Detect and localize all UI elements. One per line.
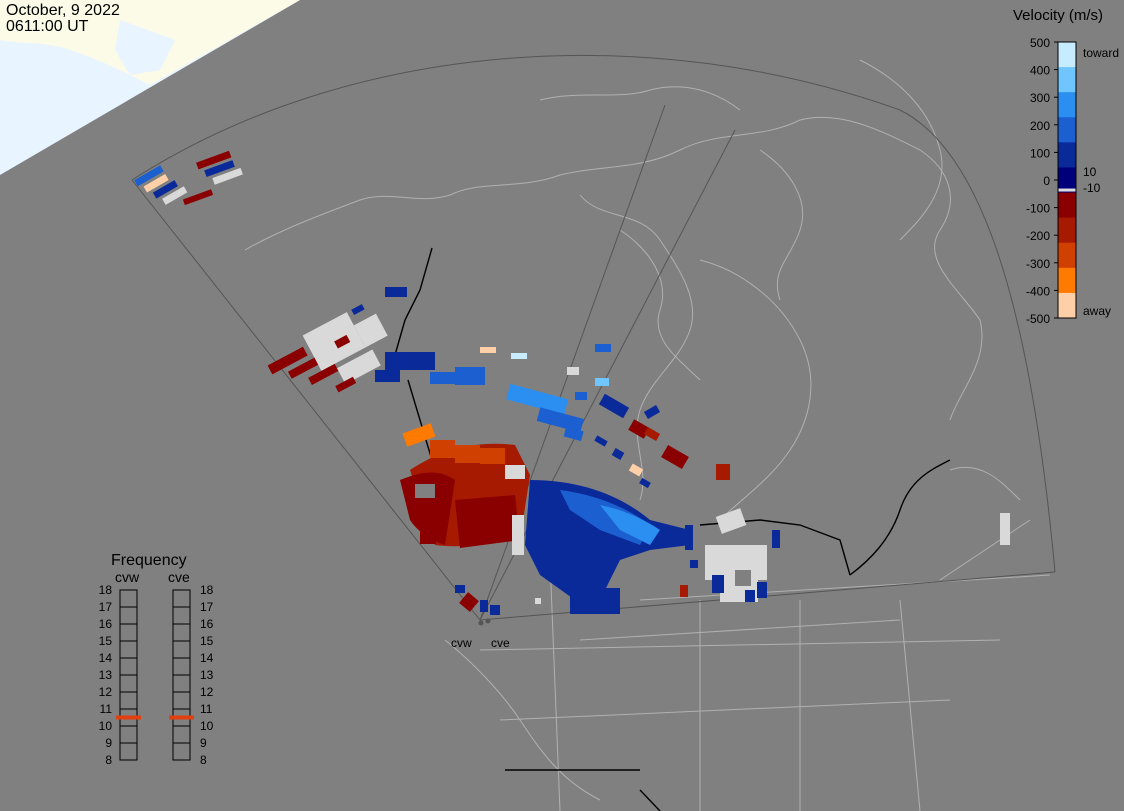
frequency-level-right: 13 [200,668,214,682]
radar-label-cve: cve [491,636,510,650]
blue-toward-region [525,480,693,614]
frequency-level-right: 11 [200,702,213,716]
velocity-colorbar: Velocity (m/s) 500 400 300 200 100 0 -100 -200 -… [1013,7,1119,326]
colorbar-tick-label: 200 [1030,119,1050,133]
colorbar-swatch [1058,242,1076,269]
frequency-level-right: 15 [200,634,214,648]
colorbar-label-away: away [1083,304,1111,318]
colorbar-swatch [1058,292,1076,319]
daylight-region [0,0,300,175]
colorbar-tick-label: -200 [1026,229,1050,243]
map-date: October, 9 2022 [6,2,120,19]
frequency-level-right: 16 [200,617,214,631]
frequency-level-left: 18 [99,583,113,597]
red-away-region [400,423,530,555]
frequency-level-left: 8 [105,753,112,767]
frequency-title: Frequency [111,552,187,569]
frequency-level-left: 9 [105,736,112,750]
radar-site-cvw [478,620,484,626]
colorbar-swatch [1058,92,1076,118]
frequency-level-left: 16 [99,617,113,631]
colorbar-tick-label: -300 [1026,257,1050,271]
colorbar-tick-label: 400 [1030,64,1050,78]
colorbar-tick-label: 0 [1043,174,1050,188]
frequency-panel: Frequency cvw cve 18 18 17 17 16 16 15 15 14 14 13… [99,552,214,767]
frequency-level-right: 14 [200,651,214,665]
frequency-level-right: 9 [200,736,207,750]
colorbar-tick-label: 300 [1030,91,1050,105]
velocity-scatter [134,150,1010,615]
colorbar-swatch [1058,142,1076,168]
map-time: 0611:00 UT [6,18,89,35]
colorbar-tick-label: -500 [1026,312,1050,326]
frequency-level-left: 13 [99,668,113,682]
colorbar-swatch [1058,167,1076,194]
colorbar-swatch [1058,42,1076,68]
radar-site-cve [485,618,491,624]
frequency-col-cvw: cvw [115,569,140,585]
colorbar-tick-label: -400 [1026,284,1050,298]
frequency-marker-cve [169,715,194,720]
colorbar-label-neg: -10 [1083,181,1101,195]
colorbar-title: Velocity (m/s) [1013,7,1103,24]
frequency-level-right: 12 [200,685,214,699]
frequency-level-left: 17 [99,600,113,614]
frequency-level-right: 10 [200,719,214,733]
colorbar-swatch [1058,67,1076,93]
colorbar-swatch [1058,217,1076,244]
frequency-level-left: 12 [99,685,113,699]
frequency-level-left: 10 [99,719,113,733]
frequency-level-left: 11 [100,702,113,716]
frequency-level-left: 15 [99,634,113,648]
colorbar-swatch [1058,117,1076,143]
colorbar-tick-label: 100 [1030,146,1050,160]
frequency-level-right: 8 [200,753,207,767]
colorbar-tick-label: -100 [1026,202,1050,216]
colorbar-label-toward: toward [1083,46,1119,60]
land-outlines [244,59,1051,811]
colorbar-swatch [1058,267,1076,294]
frequency-marker-cvw [116,715,141,720]
colorbar-swatch [1058,192,1076,219]
frequency-level-right: 17 [200,600,214,614]
colorbar-zero-band [1058,188,1076,192]
coast-lines [394,247,951,811]
frequency-level-left: 14 [99,651,113,665]
radar-label-cvw: cvw [451,636,472,650]
colorbar-tick-label: 500 [1030,36,1050,50]
frequency-level-right: 18 [200,583,214,597]
frequency-col-cve: cve [168,569,190,585]
colorbar-label-pos: 10 [1083,165,1097,179]
